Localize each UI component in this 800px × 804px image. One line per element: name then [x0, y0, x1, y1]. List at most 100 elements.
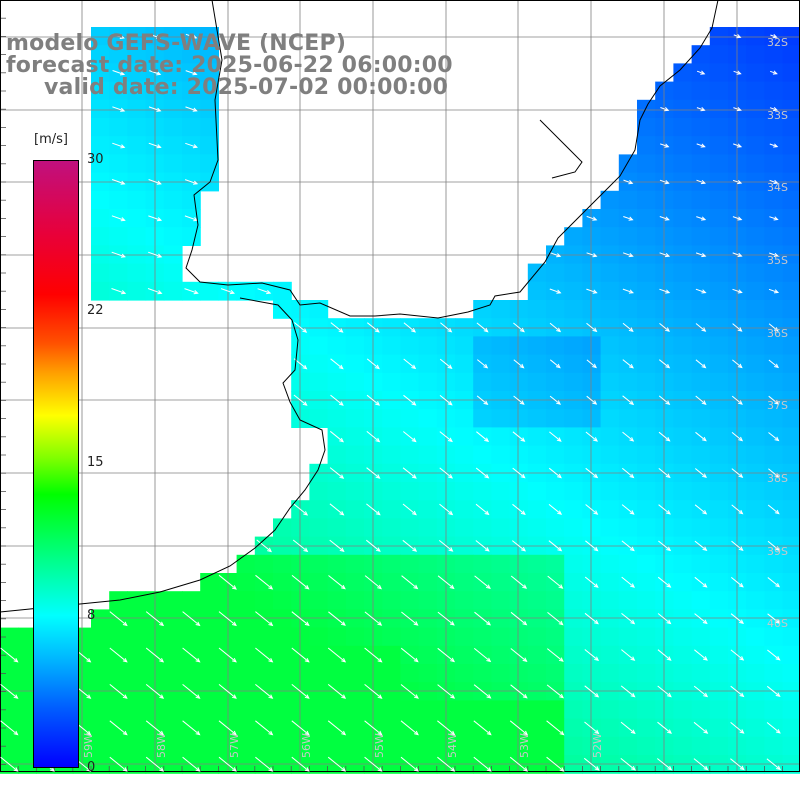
wind-cell — [691, 664, 711, 683]
wind-cell — [673, 354, 693, 374]
wind-cell — [163, 664, 183, 683]
wind-cell — [582, 518, 602, 538]
wind-cell — [127, 609, 147, 629]
wind-arrow — [586, 215, 598, 221]
wind-cell — [109, 118, 128, 137]
wind-cell — [491, 627, 511, 647]
wind-cell — [691, 627, 711, 647]
wind-cell — [709, 700, 729, 720]
wind-cell — [564, 409, 583, 428]
wind-cell — [309, 736, 329, 756]
wind-cell — [418, 682, 438, 701]
wind-cell — [18, 627, 37, 647]
wind-cell — [182, 591, 201, 610]
wind-cell — [637, 372, 656, 392]
wind-arrow — [549, 431, 562, 442]
wind-arrow — [327, 684, 347, 699]
wind-cell — [455, 500, 474, 519]
wind-cell — [546, 664, 565, 683]
wind-cell — [527, 336, 547, 356]
wind-arrow — [182, 611, 201, 627]
wind-cell — [600, 700, 620, 720]
wind-cell — [473, 518, 492, 538]
wind-arrow — [766, 685, 781, 698]
wind-cell — [673, 664, 693, 683]
wind-cell — [345, 664, 365, 683]
wind-arrow — [767, 540, 780, 551]
wind-cell — [673, 81, 693, 101]
wind-cell — [618, 518, 638, 538]
wind-cell — [782, 627, 800, 647]
wind-cell — [728, 154, 747, 174]
wind-cell — [382, 336, 401, 356]
wind-cell — [200, 664, 219, 683]
wind-arrow — [695, 323, 707, 332]
wind-arrow — [256, 539, 272, 553]
wind-arrow — [695, 252, 707, 258]
wind-cell — [746, 645, 765, 665]
wind-cell — [382, 645, 401, 665]
wind-cell — [418, 518, 438, 538]
wind-cell — [691, 336, 711, 356]
wind-cell — [746, 27, 765, 46]
wind-cell — [236, 755, 256, 774]
wind-arrow — [148, 142, 162, 149]
wind-arrow — [620, 685, 636, 698]
wind-cell — [254, 591, 274, 610]
wind-cell — [709, 409, 729, 428]
wind-arrow — [293, 503, 309, 516]
wind-cell — [163, 736, 183, 756]
wind-cell — [709, 27, 729, 46]
wind-cell — [655, 300, 674, 319]
wind-arrow — [402, 503, 417, 516]
wind-cell — [546, 482, 565, 501]
wind-arrow — [549, 395, 562, 405]
wind-cell — [764, 263, 784, 283]
wind-cell — [455, 591, 474, 610]
wind-arrow — [693, 758, 709, 771]
wind-arrow — [509, 720, 529, 736]
wind-cell — [637, 718, 656, 738]
wind-arrow — [439, 467, 453, 479]
wind-cell — [345, 627, 365, 647]
wind-arrow — [622, 288, 634, 294]
wind-cell — [764, 118, 784, 137]
wind-cell — [564, 573, 583, 592]
wind-cell — [746, 609, 765, 629]
wind-arrow — [403, 394, 417, 406]
wind-cell — [709, 99, 729, 119]
wind-arrow — [145, 720, 165, 736]
wind-cell — [345, 518, 365, 538]
wind-cell — [91, 263, 110, 283]
wind-cell — [527, 682, 547, 701]
wind-cell — [782, 81, 800, 101]
wind-arrow — [768, 359, 779, 369]
wind-cell — [491, 482, 511, 501]
wind-arrow — [584, 685, 600, 698]
wind-cell — [509, 372, 529, 392]
wind-arrow — [549, 359, 561, 369]
wind-arrow — [693, 721, 709, 734]
wind-cell — [382, 427, 401, 447]
wind-arrow — [184, 288, 199, 295]
wind-arrow — [400, 756, 419, 772]
wind-cell — [200, 755, 219, 774]
wind-cell — [382, 664, 401, 683]
wind-arrow — [364, 575, 382, 590]
wind-arrow — [730, 722, 745, 734]
wind-arrow — [549, 252, 562, 258]
wind-cell — [455, 718, 474, 738]
wind-cell — [527, 482, 547, 501]
wind-cell — [127, 263, 147, 283]
wind-cell — [600, 645, 620, 665]
wind-cell — [691, 445, 711, 465]
colorbar-tick: 0 — [87, 760, 96, 775]
wind-cell — [345, 445, 365, 465]
wind-cell — [709, 209, 729, 228]
wind-cell — [782, 209, 800, 228]
wind-cell — [127, 682, 147, 701]
wind-arrow — [730, 685, 745, 698]
wind-cell — [746, 409, 765, 428]
wind-arrow — [401, 611, 419, 626]
wind-arrow — [109, 756, 128, 772]
